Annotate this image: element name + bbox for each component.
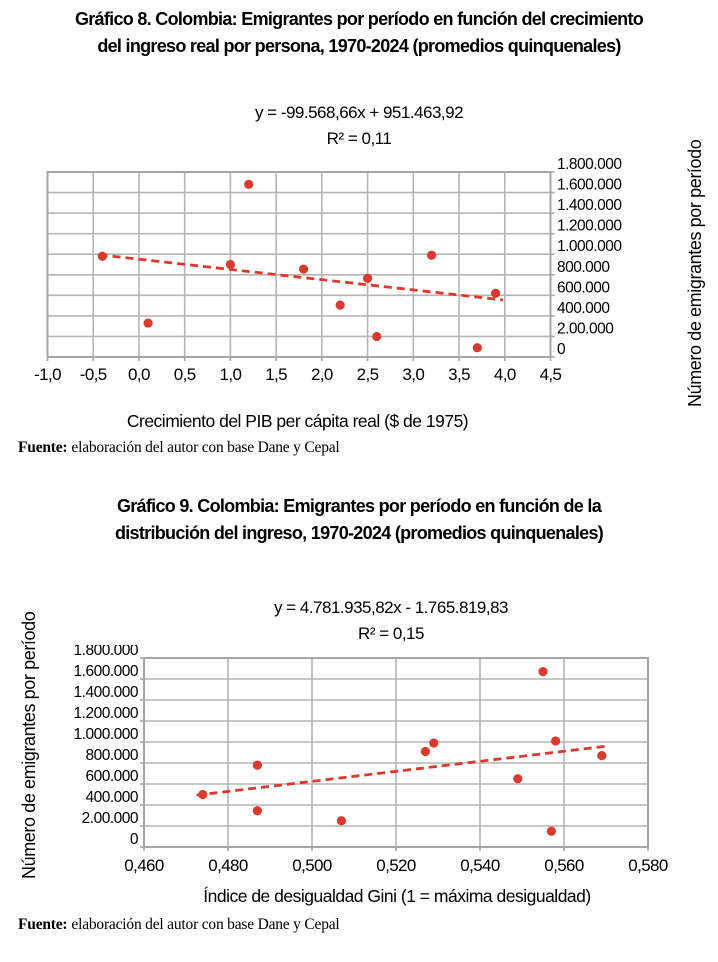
grafico8-source-label: Fuente: (18, 439, 68, 456)
y-tick-label: 1.400.000 (74, 684, 139, 701)
grafico8-title: Gráfico 8. Colombia: Emigrantes por perí… (0, 6, 718, 60)
grafico9-scatter-plot: 0,460 0,480 0,500 0,520 0,540 0,560 0,580 1.800… (74, 645, 669, 875)
x-tick-label: 0,560 (544, 856, 584, 875)
x-tick-label: 1,5 (265, 365, 287, 384)
y-tick-label: 400.000 (85, 789, 138, 806)
grafico9-title-line1: Gráfico 9. Colombia: Emigrantes por perí… (116, 496, 602, 516)
data-point (252, 760, 262, 770)
y-tick-label: 1.000.000 (557, 238, 622, 255)
y-tick-label: 2.00.000 (557, 320, 614, 337)
y-tick-label: 800.000 (557, 259, 610, 276)
data-points (198, 667, 607, 836)
y-tick-label: 1.200.000 (74, 705, 139, 722)
plot-area-border (46, 171, 552, 358)
x-tick-label: 0,460 (124, 856, 164, 875)
y-tick-label: 1.800.000 (557, 158, 622, 173)
grafico8-source-note: Fuente: elaboración del autor con base Da… (18, 439, 340, 457)
data-point (198, 789, 208, 800)
x-tick-label: 4,0 (494, 365, 516, 384)
x-tick-label: 3,5 (448, 365, 470, 384)
grafico9-equation: y = 4.781.935,82x - 1.765.819,83 (273, 598, 509, 617)
grafico9-x-axis-title: Índice de desigualdad Gini (1 = máxima d… (203, 886, 591, 906)
grafico9-source-text: elaboración del autor con base Dane y Ce… (71, 916, 340, 933)
y-tick-label: 1.000.000 (74, 726, 139, 743)
data-point (597, 751, 607, 761)
x-tick-label: -0,5 (80, 365, 107, 384)
x-tick-label: 0,580 (628, 856, 668, 875)
plot-area-border (143, 657, 649, 848)
y-tick-label: 800.000 (85, 747, 138, 764)
y-tick-label: 1.800.000 (74, 645, 139, 659)
data-point (427, 250, 437, 260)
grafico9-y-axis-title: Número de emigrantes por período (19, 611, 39, 879)
data-point (429, 738, 439, 748)
grafico9-source-note: Fuente: elaboración del autor con base Da… (18, 916, 340, 934)
x-tick-label: 4,5 (540, 365, 562, 384)
grafico8-r-squared: R² = 0,11 (326, 129, 392, 148)
y-axis-tick-labels: 1.800.000 1.600.000 1.400.000 1.200.000 1.00… (557, 158, 623, 358)
y-tick-label: 600.000 (557, 279, 610, 296)
axis-tick-marks (140, 657, 649, 851)
data-point (298, 264, 309, 274)
data-point (420, 746, 430, 757)
grafico8-y-axis-title: Número de emigrantes por período (685, 139, 705, 407)
grafico8-x-axis-title: Crecimiento del PIB per cápita real ($ d… (126, 411, 469, 431)
data-point (335, 300, 345, 310)
data-point (252, 806, 262, 816)
y-tick-label: 0 (557, 341, 566, 358)
grafico8-scatter-plot: -1,0 -0,5 0,0 0,5 1,0 1,5 2,0 2,5 3,0 3,5 4,0 4,5 1.… (34, 158, 623, 384)
data-point (513, 774, 523, 784)
y-tick-label: 1.600.000 (74, 663, 139, 680)
data-point (143, 318, 153, 328)
data-points (97, 179, 501, 353)
x-tick-label: 0,520 (376, 856, 416, 875)
data-point (546, 826, 557, 836)
data-point (372, 331, 382, 342)
data-point (491, 288, 501, 298)
data-point (472, 343, 482, 353)
data-point (538, 667, 548, 677)
grafico8-source-text: elaboración del autor con base Dane y Ce… (71, 439, 340, 456)
y-tick-label: 2.00.000 (82, 810, 139, 827)
grafico8-equation: y = -99.568,66x + 951.463,92 (254, 103, 464, 122)
x-axis-tick-labels: -1,0 -0,5 0,0 0,5 1,0 1,5 2,0 2,5 3,0 3,5 4,0 4,5 (34, 365, 562, 384)
y-tick-label: 1.400.000 (557, 197, 622, 214)
grafico8-equation-block: y = -99.568,66x + 951.463,92 R² = 0,11 (0, 100, 718, 152)
y-axis-tick-labels: 1.800.000 1.600.000 1.400.000 1.200.000 1.00… (74, 645, 140, 848)
data-point (244, 179, 254, 189)
data-point (551, 736, 561, 746)
grafico8-title-line1: Gráfico 8. Colombia: Emigrantes por perí… (74, 9, 644, 29)
x-tick-label: 2,0 (311, 365, 333, 384)
grafico9-title: Gráfico 9. Colombia: Emigrantes por perí… (0, 493, 718, 547)
x-tick-label: 0,540 (460, 856, 500, 875)
data-point (362, 273, 373, 283)
y-tick-label: 1.600.000 (557, 177, 622, 194)
y-tick-label: 600.000 (85, 768, 138, 785)
y-tick-label: 0 (130, 831, 139, 848)
trendline (196, 744, 609, 797)
data-point (225, 259, 236, 270)
x-axis-tick-labels: 0,460 0,480 0,500 0,520 0,540 0,560 0,580 (124, 856, 668, 875)
x-tick-label: 0,5 (174, 365, 196, 384)
data-point (97, 251, 107, 261)
x-tick-label: 1,0 (219, 365, 241, 384)
grafico9-r-squared: R² = 0,15 (358, 624, 424, 643)
x-tick-label: 2,5 (357, 365, 379, 384)
gridlines (46, 171, 552, 358)
y-tick-label: 1.200.000 (557, 218, 622, 235)
gridlines (143, 657, 649, 848)
x-tick-label: 0,480 (208, 856, 248, 875)
data-point (336, 816, 346, 826)
x-tick-label: 0,500 (292, 856, 332, 875)
y-tick-label: 400.000 (557, 300, 610, 317)
x-tick-label: 3,0 (402, 365, 424, 384)
grafico9-title-line2: distribución del ingreso, 1970-2024 (pro… (114, 523, 604, 543)
grafico8-title-line2: del ingreso real por persona, 1970-2024 … (97, 36, 621, 56)
x-tick-label: -1,0 (34, 365, 61, 384)
x-tick-label: 0,0 (128, 365, 150, 384)
grafico9-equation-block: y = 4.781.935,82x - 1.765.819,83 R² = 0,… (62, 595, 718, 647)
trendline (99, 253, 504, 302)
grafico9-source-label: Fuente: (18, 916, 68, 933)
